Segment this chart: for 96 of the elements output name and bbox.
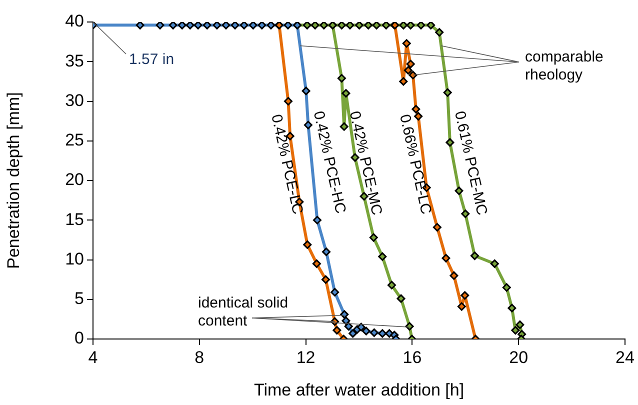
point xyxy=(382,22,390,30)
point xyxy=(330,288,340,296)
point xyxy=(304,120,312,130)
point xyxy=(457,302,466,311)
point xyxy=(186,22,194,30)
point xyxy=(378,252,387,261)
point xyxy=(342,89,350,98)
y-tick-label: 25 xyxy=(65,130,84,150)
point xyxy=(372,22,381,30)
point xyxy=(416,22,426,30)
x-tick-label: 8 xyxy=(194,348,204,367)
x-tick-label: 24 xyxy=(616,348,634,367)
point xyxy=(340,122,348,131)
point xyxy=(516,320,524,329)
point xyxy=(406,60,415,68)
point xyxy=(406,22,415,30)
point xyxy=(222,22,230,30)
point xyxy=(432,223,442,232)
point xyxy=(511,326,520,335)
point xyxy=(344,322,353,331)
point xyxy=(312,216,322,224)
point xyxy=(443,88,452,97)
y-tick-label: 10 xyxy=(65,249,84,268)
point xyxy=(490,259,499,268)
point xyxy=(502,283,511,292)
text: 0.42% PCE-LC xyxy=(268,112,306,216)
text: 0.61% PCE-MC xyxy=(450,110,490,217)
point xyxy=(355,22,364,30)
point xyxy=(370,328,378,337)
point xyxy=(320,22,328,30)
y-tick-label: 35 xyxy=(65,51,84,70)
x-axis-title: Time after water addition [h] xyxy=(254,380,464,400)
point xyxy=(310,22,320,30)
point xyxy=(426,22,436,30)
point xyxy=(412,104,420,114)
point xyxy=(212,22,222,30)
point xyxy=(399,22,408,30)
point xyxy=(402,39,411,48)
point xyxy=(450,271,458,280)
point xyxy=(178,22,186,30)
point xyxy=(378,329,387,338)
point xyxy=(194,22,202,30)
y-tick-label: 5 xyxy=(74,289,84,308)
y-tick-label: 30 xyxy=(65,90,84,110)
annotation: comparable rheology xyxy=(525,48,604,84)
point xyxy=(284,97,292,106)
point xyxy=(446,138,454,147)
y-tick-label: 15 xyxy=(65,210,84,229)
point xyxy=(369,233,378,242)
text: 0.66% PCE-LC xyxy=(396,112,435,216)
annotation: 1.57 in xyxy=(129,51,174,68)
point xyxy=(337,22,346,30)
x-tick-label: 12 xyxy=(296,348,316,367)
point xyxy=(399,77,408,86)
point xyxy=(240,22,248,30)
point xyxy=(258,22,266,30)
point xyxy=(442,254,450,262)
point xyxy=(396,294,406,303)
point xyxy=(404,66,412,75)
point xyxy=(460,291,470,300)
point xyxy=(284,22,292,30)
point xyxy=(362,326,370,336)
y-tick-label: 0 xyxy=(74,328,84,348)
point xyxy=(156,22,164,30)
point xyxy=(348,329,358,338)
x-tick-label: 20 xyxy=(509,348,528,367)
point xyxy=(168,22,178,30)
point xyxy=(356,322,366,332)
y-tick-label: 20 xyxy=(65,170,84,190)
point xyxy=(322,275,330,284)
point xyxy=(454,186,464,196)
point xyxy=(136,22,144,30)
point xyxy=(387,280,396,290)
point xyxy=(346,22,354,30)
point xyxy=(435,28,444,37)
point xyxy=(302,22,312,30)
point xyxy=(312,259,321,268)
point xyxy=(340,310,349,319)
x-tick-label: 16 xyxy=(402,348,422,367)
point xyxy=(332,326,342,335)
point xyxy=(302,86,310,96)
point xyxy=(470,252,479,260)
x-tick-label: 4 xyxy=(88,348,98,367)
point xyxy=(322,248,331,256)
point xyxy=(230,22,240,30)
point xyxy=(202,22,212,30)
y-tick-label: 40 xyxy=(65,12,84,31)
point xyxy=(303,240,312,249)
y-axis-title: Penetration depth [mm] xyxy=(4,92,23,269)
point xyxy=(337,74,346,83)
point xyxy=(248,22,258,30)
point xyxy=(508,304,516,312)
point xyxy=(266,22,276,30)
point xyxy=(350,153,360,162)
point xyxy=(364,22,373,30)
annotation: identical solid content xyxy=(198,294,288,330)
